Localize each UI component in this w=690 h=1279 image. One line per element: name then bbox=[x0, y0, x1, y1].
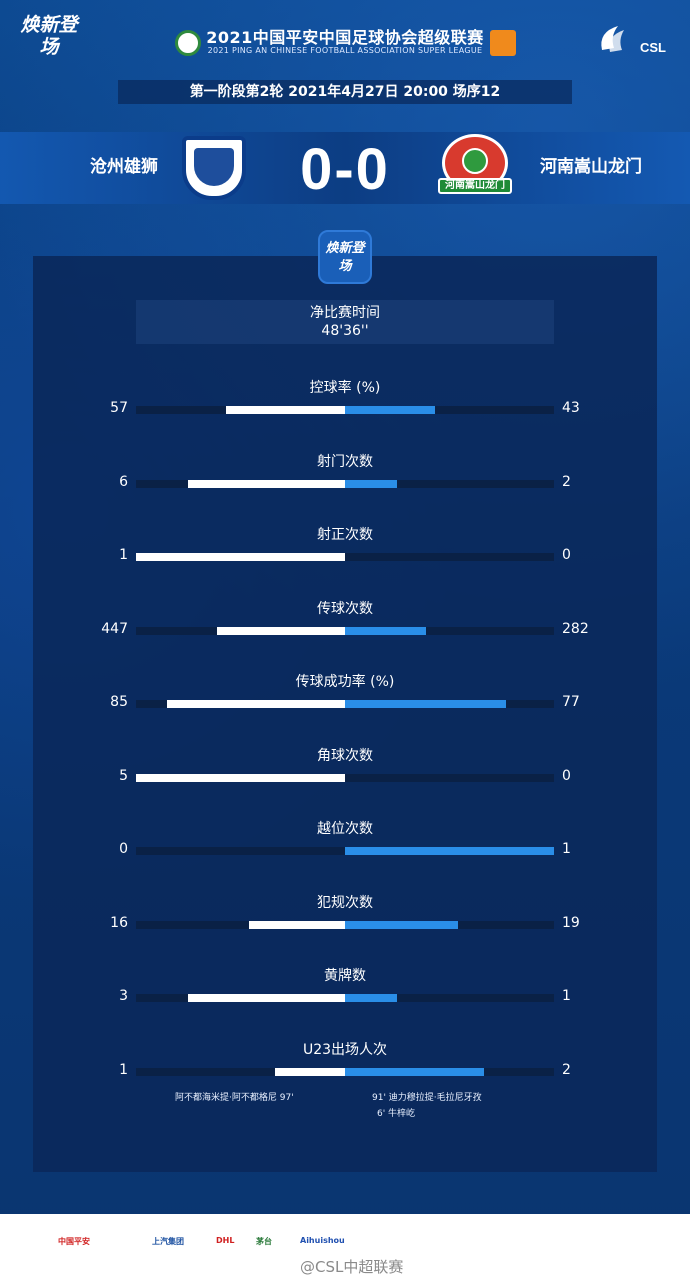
stat-label: 传球成功率 (%) bbox=[295, 674, 395, 690]
stat-bar-track bbox=[136, 406, 554, 414]
home-stat-value: 0 bbox=[119, 841, 128, 857]
csl-logo: CSL bbox=[601, 26, 666, 55]
stat-bar-track bbox=[136, 847, 554, 855]
stat-bar-track bbox=[136, 626, 554, 635]
home-stat-bar bbox=[226, 406, 345, 414]
away-stat-value: 1 bbox=[562, 988, 571, 1004]
stat-bar-track bbox=[136, 479, 554, 488]
stat-bar-track bbox=[136, 553, 554, 561]
stat-label: 射门次数 bbox=[317, 453, 373, 470]
stat-label: 控球率 (%) bbox=[309, 380, 381, 396]
home-stat-bar bbox=[188, 479, 345, 488]
home-stat-bar bbox=[136, 773, 345, 782]
stat-label: U23出场人次 bbox=[302, 1041, 388, 1058]
sponsor-saic: 上汽集团 bbox=[152, 1237, 184, 1246]
home-stat-value: 3 bbox=[119, 988, 128, 1004]
home-team-crest bbox=[182, 136, 246, 200]
home-stat-bar bbox=[249, 920, 345, 929]
home-stat-value: 1 bbox=[119, 547, 128, 563]
home-stat-bar bbox=[217, 626, 345, 635]
stat-bar-track bbox=[136, 1067, 554, 1076]
brand-logo: 焕新登场 bbox=[20, 14, 78, 58]
home-stat-value: 447 bbox=[101, 620, 128, 637]
footer bbox=[0, 1214, 690, 1279]
stat-bar-track bbox=[136, 773, 554, 782]
sponsor-moutai: 茅台 bbox=[256, 1237, 272, 1246]
home-team-name: 沧州雄狮 bbox=[90, 157, 158, 177]
net-time-value: 48'36'' bbox=[321, 323, 369, 339]
away-stat-bar bbox=[345, 626, 426, 635]
away-stat-value: 77 bbox=[562, 694, 580, 710]
u23-home-note: 阿不都海米提·阿不都格尼 97' bbox=[175, 1093, 294, 1103]
home-stat-value: 16 bbox=[110, 914, 128, 931]
round-info: 第一阶段第2轮 2021年4月27日 20:00 场序12 bbox=[118, 80, 572, 104]
stat-bar-track bbox=[136, 920, 554, 929]
page-title: 2021中国平安中国足球协会超级联赛 bbox=[206, 28, 484, 47]
stat-label: 射正次数 bbox=[317, 527, 373, 543]
sponsor-badge bbox=[490, 30, 516, 56]
home-stat-value: 6 bbox=[119, 473, 128, 490]
away-stat-value: 0 bbox=[562, 547, 571, 563]
away-stat-bar bbox=[345, 700, 506, 708]
stat-bar-track bbox=[136, 994, 554, 1002]
away-stat-bar bbox=[345, 847, 554, 855]
net-time-box: 净比赛时间 48'36'' bbox=[136, 300, 554, 344]
stat-label: 角球次数 bbox=[317, 747, 373, 764]
away-stat-bar bbox=[345, 1067, 484, 1076]
stat-label: 越位次数 bbox=[317, 821, 373, 837]
stat-label: 黄牌数 bbox=[324, 968, 366, 984]
home-stat-value: 1 bbox=[119, 1061, 128, 1078]
page-subtitle: 2021 PING AN CHINESE FOOTBALL ASSOCIATIO… bbox=[207, 46, 483, 55]
match-score: 0-0 bbox=[300, 137, 390, 202]
away-stat-value: 43 bbox=[562, 400, 580, 416]
weibo-watermark: @CSL中超联赛 bbox=[300, 1258, 404, 1276]
home-stat-value: 5 bbox=[119, 767, 128, 784]
league-emblem bbox=[175, 30, 201, 56]
away-team-crest: 河南嵩山龙门 bbox=[438, 134, 514, 200]
football-icon bbox=[462, 148, 488, 174]
csl-text: CSL bbox=[640, 40, 666, 55]
net-time-label: 净比赛时间 bbox=[310, 305, 380, 321]
home-stat-bar bbox=[188, 994, 345, 1002]
home-stat-bar bbox=[136, 553, 345, 561]
u23-away-note-2: 6' 牛梓屹 bbox=[377, 1109, 416, 1119]
away-stat-bar bbox=[345, 406, 435, 414]
stat-bar-track bbox=[136, 700, 554, 708]
sponsor-dhl: DHL bbox=[216, 1236, 235, 1245]
away-team-name: 河南嵩山龙门 bbox=[540, 157, 642, 177]
badge-logo: 焕新登场 bbox=[318, 230, 372, 284]
away-stat-value: 0 bbox=[562, 767, 571, 784]
u23-away-note-1: 91' 迪力穆拉提·毛拉尼牙孜 bbox=[372, 1093, 482, 1103]
home-stat-bar bbox=[167, 700, 345, 708]
lion-icon bbox=[194, 148, 234, 186]
home-stat-value: 57 bbox=[110, 400, 128, 416]
sponsor-aihuishou: Aihuishou bbox=[300, 1236, 345, 1245]
sponsor-pingan: 中国平安 bbox=[58, 1237, 90, 1246]
away-stat-bar bbox=[345, 994, 397, 1002]
stat-label: 传球次数 bbox=[317, 600, 373, 617]
away-stat-value: 282 bbox=[562, 620, 589, 637]
stat-label: 犯规次数 bbox=[317, 894, 373, 911]
home-stat-bar bbox=[275, 1067, 345, 1076]
crest-banner: 河南嵩山龙门 bbox=[438, 178, 512, 194]
away-stat-value: 2 bbox=[562, 473, 571, 490]
away-stat-value: 19 bbox=[562, 914, 580, 931]
away-stat-bar bbox=[345, 479, 397, 488]
away-stat-value: 2 bbox=[562, 1061, 571, 1078]
away-stat-bar bbox=[345, 920, 458, 929]
score-band bbox=[0, 132, 690, 204]
away-stat-value: 1 bbox=[562, 841, 571, 857]
home-stat-value: 85 bbox=[110, 694, 128, 710]
